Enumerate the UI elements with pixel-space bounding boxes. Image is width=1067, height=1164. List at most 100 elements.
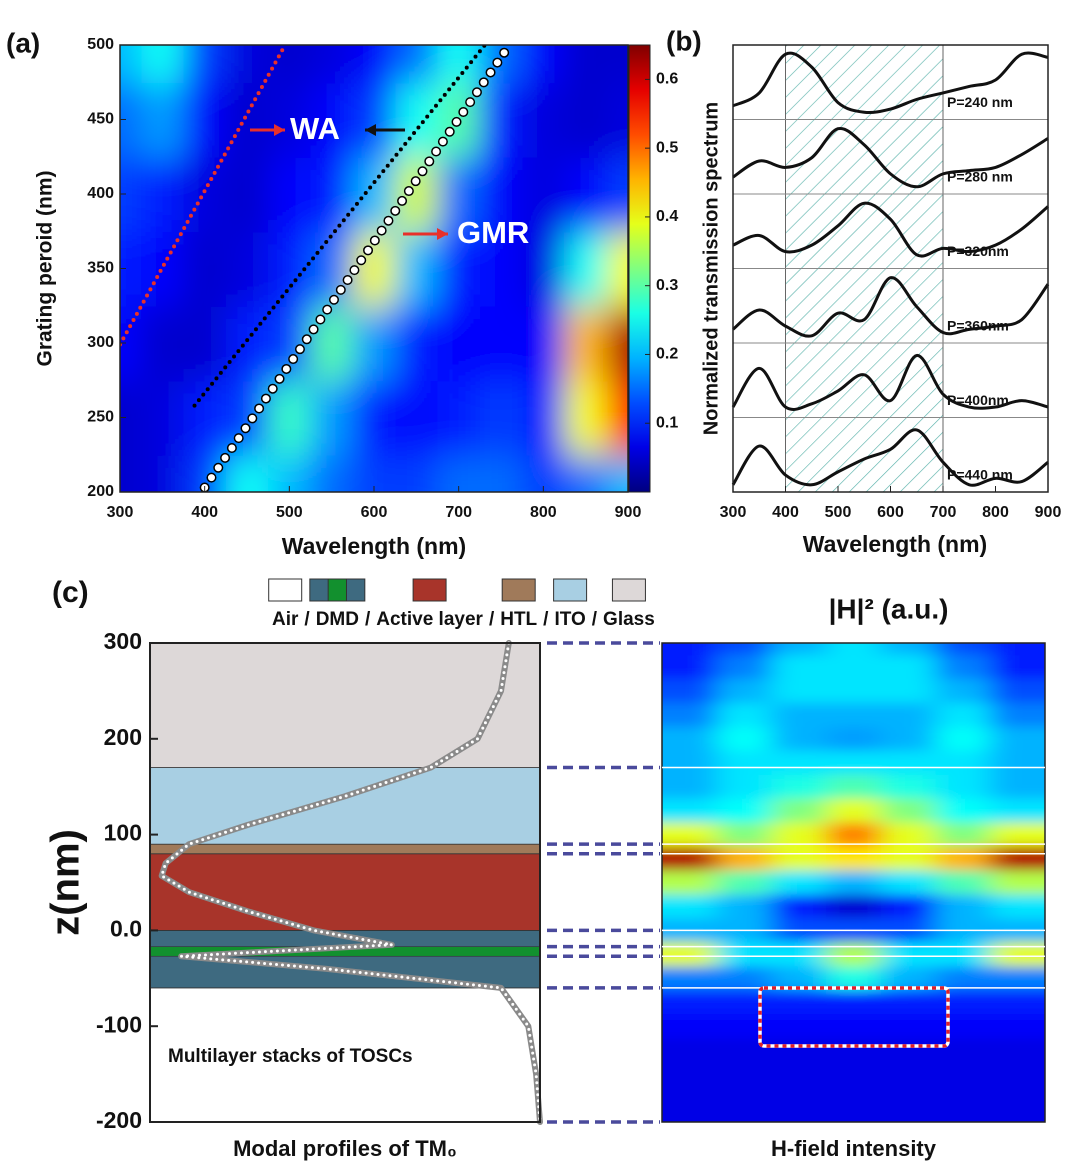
heatmap-cell <box>716 798 773 824</box>
legend-separator: / <box>304 609 310 630</box>
heatmap-cell <box>352 82 397 158</box>
series-label: P=320nm <box>947 243 1009 259</box>
x-tick-label: 500 <box>276 504 303 521</box>
legend-swatch <box>412 578 447 602</box>
heatmap-cell <box>771 1086 828 1112</box>
heatmap-cell <box>716 678 773 704</box>
heatmap-cell <box>826 990 882 1016</box>
heatmap-cell <box>183 156 227 233</box>
heatmap-cell <box>826 1014 882 1040</box>
heatmap-cell <box>990 726 1045 752</box>
heatmap-cell <box>826 894 882 920</box>
heatmap-cell <box>479 454 524 492</box>
heatmap-cell <box>662 1062 718 1088</box>
layer <box>149 642 541 768</box>
heatmap-cell <box>141 380 185 456</box>
y-tick-label: 450 <box>87 111 114 128</box>
heatmap-cell <box>935 894 992 920</box>
y-axis-label: Normalized transmission spectrum <box>700 102 722 435</box>
heatmap <box>120 45 628 492</box>
x-axis-label: H-field intensity <box>771 1136 937 1161</box>
heatmap-cell <box>662 1014 718 1040</box>
heatmap-cell <box>662 894 718 920</box>
heatmap-cell <box>268 454 312 492</box>
heatmap-cell <box>120 231 143 307</box>
heatmap-cell <box>716 1038 773 1064</box>
heatmap-cell <box>716 750 773 776</box>
heatmap-cell <box>310 380 354 456</box>
y-axis-label: z(nm) <box>44 829 88 936</box>
heatmap-cell <box>437 231 481 307</box>
heatmap-cell <box>990 870 1045 896</box>
shaded-region <box>785 417 943 492</box>
heatmap-cell <box>880 846 937 872</box>
heatmap-cell <box>662 798 718 824</box>
heatmap-cell <box>564 156 608 233</box>
heatmap-cell <box>826 822 882 848</box>
colorbar <box>628 44 651 493</box>
series-label: P=440 nm <box>947 467 1013 483</box>
heatmap-cell <box>225 156 270 233</box>
heatmap-cell <box>880 1086 937 1112</box>
heatmap-cell <box>826 750 882 776</box>
heatmap-cell <box>479 82 524 158</box>
y-tick-label: -200 <box>96 1107 142 1133</box>
heatmap-cell <box>935 1062 992 1088</box>
heatmap-cell <box>662 846 718 872</box>
heatmap-cell <box>662 822 718 848</box>
heatmap-cell <box>771 846 828 872</box>
heatmap-cell <box>183 380 227 456</box>
heatmap-cell <box>716 822 773 848</box>
heatmap-cell <box>990 774 1045 800</box>
y-axis-label: Grating peroid (nm) <box>34 171 57 367</box>
spectrum-line <box>732 51 1049 115</box>
heatmap-cell <box>880 870 937 896</box>
y-tick-label: 300 <box>87 334 114 351</box>
heatmap-cell <box>880 798 937 824</box>
heatmap-cell <box>395 454 439 492</box>
panel-label: (a) <box>6 27 40 58</box>
heatmap-cell <box>662 750 718 776</box>
legend-label: DMD <box>316 609 359 630</box>
panel-label: (c) <box>52 576 89 609</box>
x-tick-label: 700 <box>930 504 957 521</box>
series-label: P=240 nm <box>947 94 1013 110</box>
heatmap-cell <box>564 231 608 307</box>
heatmap-cell <box>225 45 270 84</box>
heatmap-cell <box>771 1110 828 1122</box>
heatmap-cell <box>268 156 312 233</box>
heatmap-cell <box>826 1086 882 1112</box>
heatmap-cells <box>662 643 1045 1122</box>
heatmap-cell <box>826 846 882 872</box>
heatmap-cells <box>120 45 628 492</box>
x-axis-label: Modal profiles of TM₀ <box>233 1136 457 1161</box>
heatmap-cell <box>990 654 1045 680</box>
y-tick-label: -100 <box>96 1011 142 1037</box>
x-tick-label: 600 <box>877 504 904 521</box>
heatmap-cell <box>606 82 628 158</box>
heatmap-cell <box>437 454 481 492</box>
heatmap <box>662 643 1045 1122</box>
heatmap-cell <box>479 156 524 233</box>
shaded-region <box>785 268 943 343</box>
legend-label: Active layer <box>376 609 483 630</box>
heatmap-cell <box>141 454 185 492</box>
heatmap-cell <box>771 643 828 656</box>
y-tick-label: 400 <box>87 185 114 202</box>
heatmap-cell <box>935 1086 992 1112</box>
heatmap-cell <box>935 726 992 752</box>
heatmap-cell <box>826 643 882 656</box>
heatmap-cell <box>880 1014 937 1040</box>
heatmap-cell <box>716 894 773 920</box>
heatmap-cell <box>310 231 354 307</box>
heatmap-cell <box>141 156 185 233</box>
heatmap-cell <box>564 45 608 84</box>
colorbar-tick-label: 0.5 <box>656 139 678 156</box>
heatmap-cell <box>826 870 882 896</box>
heatmap-cell <box>935 822 992 848</box>
x-tick-label: 300 <box>720 504 747 521</box>
heatmap-cell <box>120 156 143 233</box>
heatmap-cell <box>120 82 143 158</box>
heatmap-cell <box>120 305 143 382</box>
panel-label: (b) <box>666 25 702 56</box>
